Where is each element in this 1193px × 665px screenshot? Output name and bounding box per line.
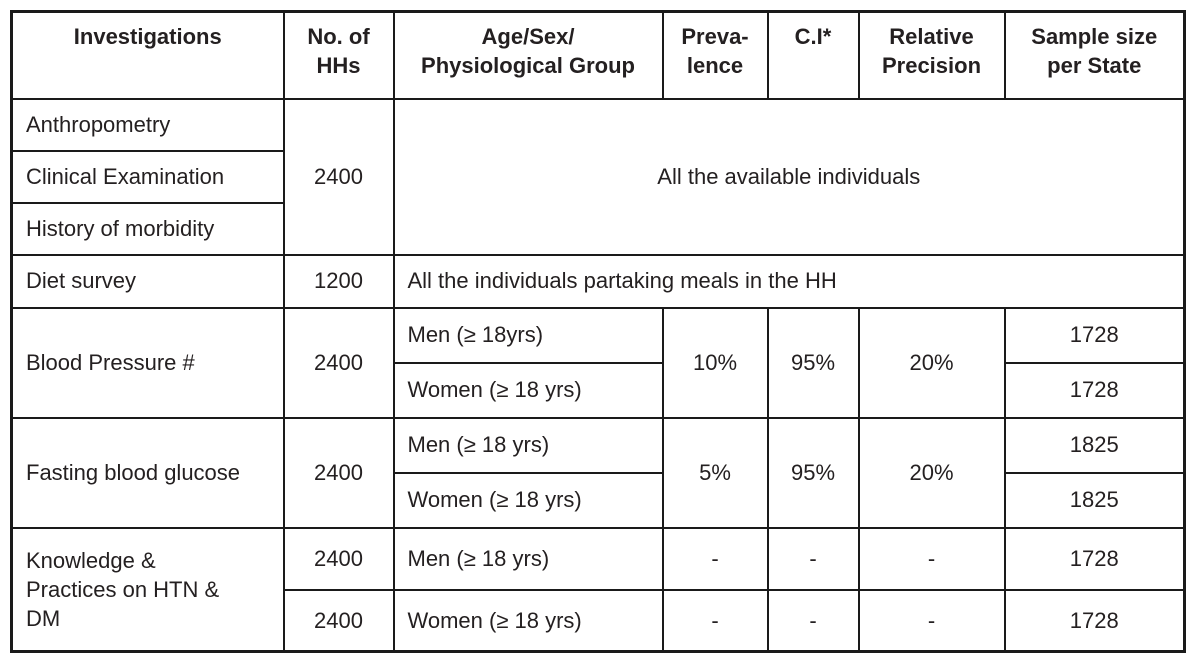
cell-prevalence-knowledge-women: - [661,588,769,653]
cell-prevalence-knowledge-men: - [661,526,769,591]
table-row-anthropometry: Anthropometry 2400 All the available ind… [10,97,1186,256]
table-row-knowledge-women: 2400 Women (≥ 18 yrs) - - - 1728 [12,588,1186,653]
cell-investigation-clinical-examination: Clinical Examination [10,149,285,204]
cell-group-knowledge-men: Men (≥ 18 yrs) [392,526,664,591]
cell-investigation-diet-survey: Diet survey [10,253,285,309]
cell-prevalence-blood-pressure: 10% [661,306,769,419]
table-row-history-of-morbidity: History of morbidity [10,201,1185,256]
col-header-no-of-hhs: No. of HHs [282,10,395,100]
cell-sample-knowledge-women: 1728 [1003,588,1186,653]
cell-prevalence-fasting-glucose: 5% [661,416,769,529]
cell-hhs-knowledge-men: 2400 [282,526,395,591]
col-header-age-sex-group: Age/Sex/ Physiological Group [392,10,664,100]
cell-investigation-anthropometry: Anthropometry [10,97,285,152]
cell-group-fasting-glucose-men: Men (≥ 18 yrs) [392,416,664,474]
col-header-investigations: Investigations [10,10,285,100]
col-header-relative-precision: Relative Precision [857,10,1006,100]
cell-sample-fasting-glucose-men: 1825 [1003,416,1186,474]
cell-sample-blood-pressure-men: 1728 [1003,306,1186,364]
cell-investigation-blood-pressure: Blood Pressure # [10,306,285,419]
cell-hhs-knowledge-women: 2400 [282,588,395,653]
cell-group-blood-pressure-men: Men (≥ 18yrs) [392,306,664,364]
cell-hhs-diet-survey: 1200 [282,253,395,309]
cell-sample-knowledge-men: 1728 [1003,526,1186,591]
table-header-row: Investigations No. of HHs Age/Sex/ Physi… [10,10,1186,100]
table-row-blood-pressure-men: Blood Pressure # 2400 Men (≥ 18yrs) 10% … [10,306,1186,419]
cell-sample-blood-pressure-women: 1728 [1003,361,1186,419]
cell-ci-knowledge-men: - [766,526,860,591]
table-row-fasting-glucose-women: Women (≥ 18 yrs) 1825 [12,471,1186,529]
cell-sample-fasting-glucose-women: 1825 [1003,471,1186,529]
col-header-prevalence: Preva- lence [661,10,769,100]
cell-group-fasting-glucose-women: Women (≥ 18 yrs) [392,471,664,529]
cell-investigation-knowledge: Knowledge & Practices on HTN & DM [10,526,285,653]
cell-hhs-general: 2400 [282,97,395,256]
cell-relative-precision-knowledge-women: - [857,588,1006,653]
cell-ci-blood-pressure: 95% [766,306,860,419]
cell-relative-precision-knowledge-men: - [857,526,1006,591]
cell-hhs-blood-pressure: 2400 [282,306,395,419]
cell-relative-precision-fasting-glucose: 20% [857,416,1006,529]
cell-ci-knowledge-women: - [766,588,860,653]
cell-relative-precision-blood-pressure: 20% [857,306,1006,419]
cell-group-blood-pressure-women: Women (≥ 18 yrs) [392,361,664,419]
cell-group-knowledge-women: Women (≥ 18 yrs) [392,588,664,653]
col-header-ci: C.I* [766,10,860,100]
table-row-clinical-examination: Clinical Examination [10,149,1185,204]
cell-ci-fasting-glucose: 95% [766,416,860,529]
table-row-fasting-glucose-men: Fasting blood glucose 2400 Men (≥ 18 yrs… [10,416,1186,529]
table-row-diet-survey: Diet survey 1200 All the individuals par… [10,253,1186,309]
cell-investigation-fasting-glucose: Fasting blood glucose [10,416,285,529]
cell-investigation-history-of-morbidity: History of morbidity [10,201,285,256]
cell-group-diet-survey: All the individuals partaking meals in t… [392,253,1186,309]
cell-hhs-fasting-glucose: 2400 [282,416,395,529]
table-row-knowledge-men: Knowledge & Practices on HTN & DM 2400 M… [10,526,1186,653]
table-row-blood-pressure-women: Women (≥ 18 yrs) 1728 [12,361,1186,419]
cell-group-general: All the available individuals [392,97,1186,256]
col-header-sample-size: Sample size per State [1003,10,1186,100]
survey-sampling-table: Investigations No. of HHs Age/Sex/ Physi… [10,10,1186,653]
